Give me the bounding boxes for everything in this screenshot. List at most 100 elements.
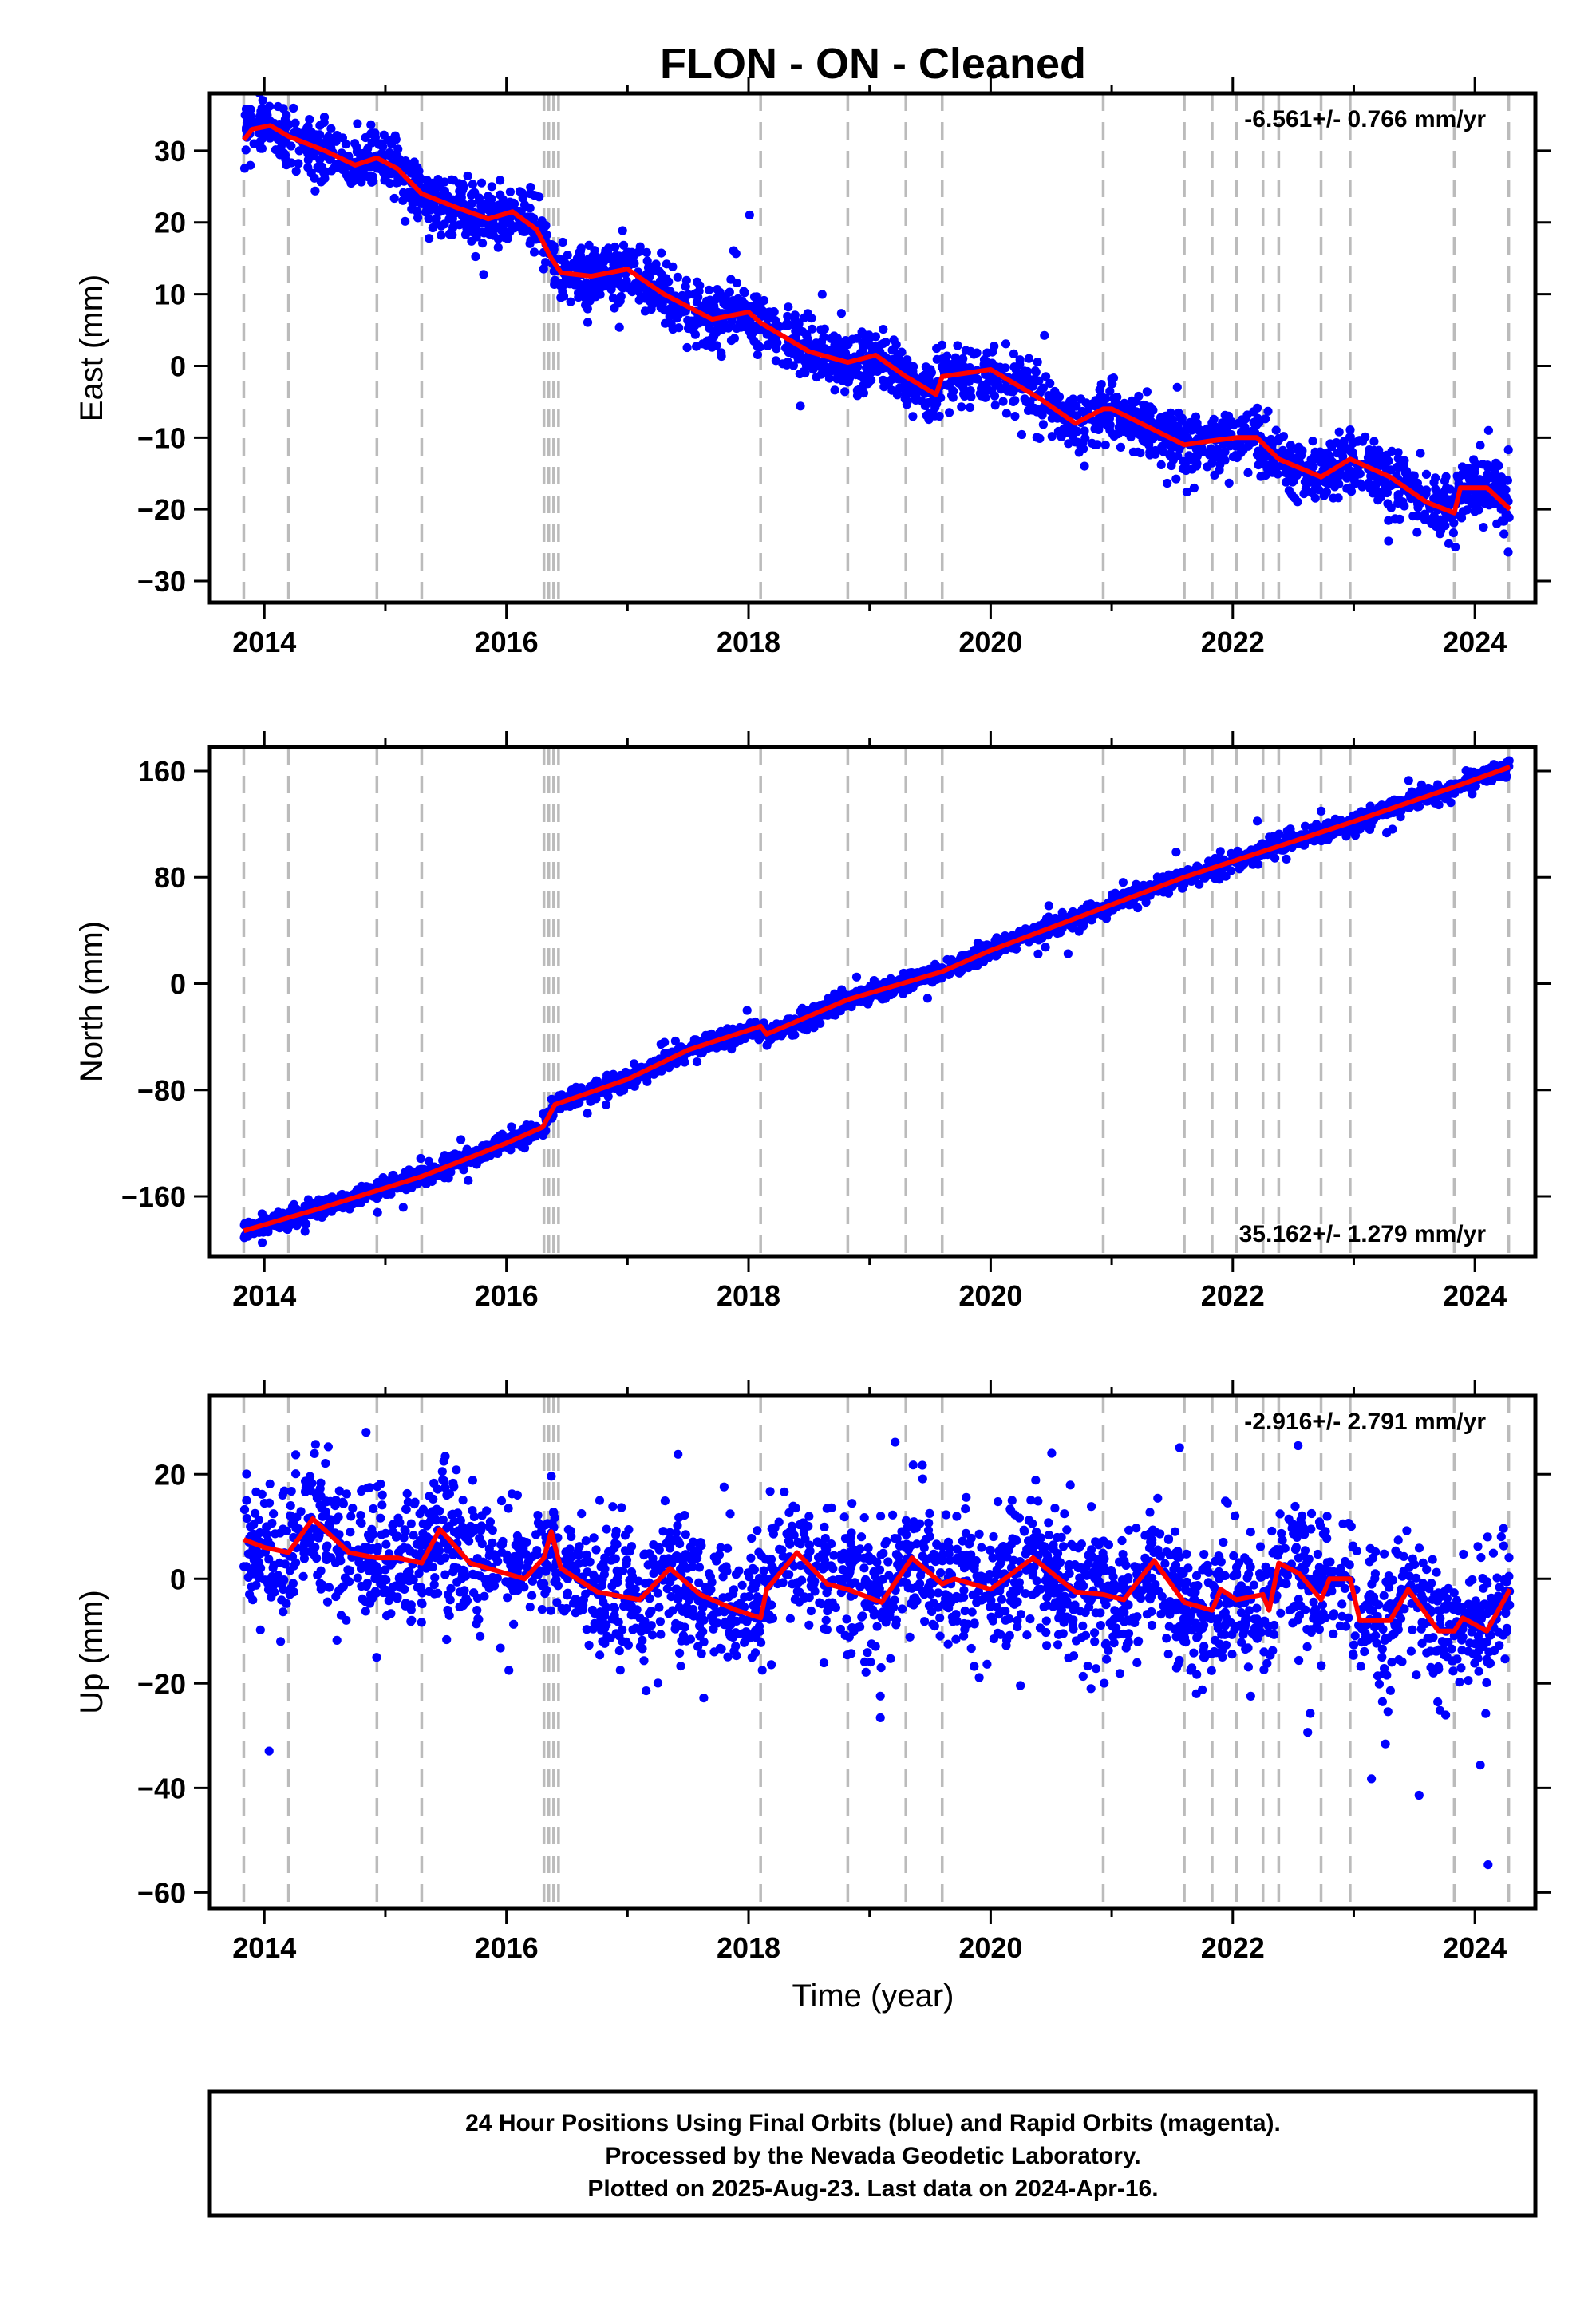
east-data-point [682,342,692,353]
east-data-point [257,104,267,113]
east-data-point [857,327,867,337]
east-data-point [310,173,319,183]
east-data-point [694,287,704,296]
east-data-point [291,167,301,176]
east-data-point [709,302,719,311]
east-data-point [313,162,322,172]
east-data-point [1015,355,1025,365]
east-data-point [1179,432,1188,441]
east-data-point [953,341,962,350]
east-data-point [1278,445,1288,456]
east-data-point [378,142,388,152]
north-data-point [507,1122,516,1132]
east-data-point [1294,445,1303,455]
east-data-point [341,140,350,149]
east-data-point [771,356,781,366]
east-data-point [990,401,1000,410]
east-data-point [1073,426,1082,437]
north-data-point [973,961,982,970]
east-data-point [958,380,967,389]
east-data-point [493,234,504,243]
east-data-point [729,296,738,306]
east-data-point [1030,366,1040,376]
east-data-point [900,379,910,389]
east-data-point [1333,493,1343,503]
east-data-point [1017,429,1026,440]
east-data-point [592,252,602,262]
north-data-point [670,1036,681,1046]
east-data-point [286,141,296,151]
east-data-point [918,371,928,381]
north-data-point [1041,943,1050,952]
east-data-point [661,318,670,328]
east-data-point [1503,547,1513,557]
east-data-point [458,180,468,189]
chart-title: FLON - ON - Cleaned [660,40,1086,88]
east-data-point [817,290,827,299]
east-data-point [791,332,801,342]
north-data-point [656,1039,666,1049]
north-data-point [1317,806,1326,816]
east-x-tick-label: 2020 [958,626,1022,658]
east-data-point [419,183,429,192]
east-data-point [463,171,472,181]
east-data-point [1446,495,1456,504]
north-data-point [824,997,834,1006]
east-data-point [1142,387,1152,397]
east-data-point [1483,425,1493,435]
east-data-point [942,351,952,361]
north-data-point [357,1181,366,1191]
east-data-point [971,373,981,384]
east-data-point [258,133,267,143]
east-data-point [1171,474,1181,484]
east-data-point [525,239,535,248]
east-data-point [460,230,471,239]
east-data-point [960,362,970,372]
north-data-point [300,1227,310,1236]
east-data-point [761,311,771,321]
east-data-point [1172,382,1182,392]
east-data-point [387,140,397,149]
east-data-point [1191,461,1201,471]
east-x-tick-label: 2014 [232,626,296,658]
east-data-point [591,281,600,290]
east-data-point [802,361,812,370]
east-data-point [1116,442,1125,453]
east-data-point [816,360,826,370]
east-data-point [683,315,693,325]
east-data-point [1120,403,1129,413]
east-x-tick-label: 2022 [1201,626,1265,658]
east-data-point [610,242,620,252]
east-data-point [1469,493,1479,504]
east-data-point [693,277,702,287]
east-data-point [1491,458,1501,468]
north-data-point [1044,901,1053,911]
east-data-point [1246,437,1256,448]
east-data-point [440,186,450,196]
east-data-point [903,355,912,365]
east-data-point [581,300,591,310]
east-data-point [635,242,645,251]
east-data-point [657,248,666,258]
east-data-point [1412,512,1422,521]
east-data-point [598,276,608,286]
east-data-point [565,279,575,289]
east-data-point [1210,470,1219,480]
east-data-point [1182,487,1191,497]
north-data-point [416,1153,425,1164]
east-data-point [1001,409,1011,418]
east-data-point [1332,438,1341,448]
east-data-point [353,119,362,128]
north-data-point [742,1006,752,1015]
north-data-point [1033,949,1043,958]
east-data-point [246,105,255,114]
east-data-point [722,296,732,306]
east-data-point [1065,397,1075,406]
east-data-point [846,371,855,381]
east-data-point [931,394,942,404]
east-data-point [1384,516,1393,525]
east-data-point [326,124,336,133]
east-data-point [979,385,989,394]
east-data-point [558,237,567,247]
